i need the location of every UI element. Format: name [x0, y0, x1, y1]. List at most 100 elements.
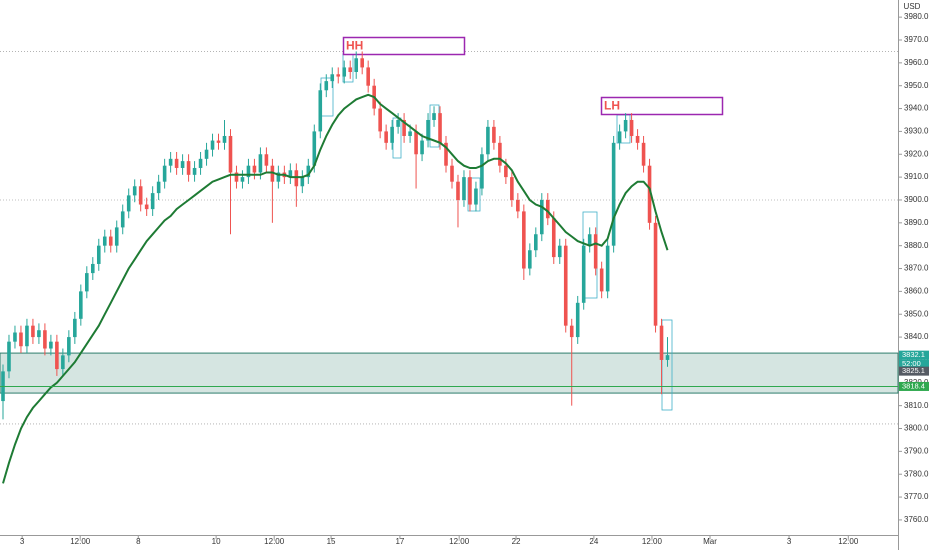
candle-body: [108, 236, 113, 246]
y-tick-label: 3810.0: [904, 401, 929, 410]
candle-body: [557, 245, 562, 258]
candle-body: [665, 355, 670, 360]
candle-body: [79, 291, 83, 319]
candle-body: [480, 154, 484, 189]
candle-body: [623, 119, 628, 132]
candle-body: [414, 131, 418, 155]
candle-body: [528, 250, 532, 269]
candle-body: [19, 332, 23, 347]
x-tick-label: 12:00: [70, 537, 91, 546]
price-label: 3825.1: [902, 366, 925, 375]
candle-body: [635, 135, 640, 143]
candle-body: [288, 170, 293, 178]
candle-body: [240, 177, 245, 182]
candle-body: [498, 142, 502, 166]
y-tick-label: 3950.0: [904, 81, 929, 90]
candle-body: [336, 74, 341, 77]
x-tick-label: 24: [589, 537, 598, 546]
annotation-box: [342, 36, 466, 56]
candle-body: [61, 355, 65, 370]
candle-body: [138, 186, 143, 205]
candle-body: [49, 341, 53, 349]
candle-body: [120, 211, 125, 228]
candle-body: [444, 142, 448, 166]
candle-body: [132, 186, 137, 196]
candle-body: [25, 325, 29, 347]
candle-body: [354, 58, 359, 72]
candle-body: [7, 341, 11, 372]
price-label-bg: [899, 350, 929, 360]
candle-body: [258, 154, 263, 173]
price-label: 3832.1: [902, 350, 925, 359]
y-tick-label: 3790.0: [904, 446, 929, 455]
candle-body: [599, 268, 604, 292]
y-tick-label: 3840.0: [904, 332, 929, 341]
candle-body: [180, 161, 185, 168]
candle-body: [264, 154, 269, 166]
candle-body: [510, 177, 514, 200]
candle-body: [647, 165, 652, 223]
candle-body: [534, 234, 538, 251]
candle-body: [85, 273, 89, 292]
candle-body: [270, 165, 275, 182]
candle-body: [593, 234, 598, 269]
candle-body: [569, 325, 574, 338]
y-tick-label: 3890.0: [904, 218, 929, 227]
y-tick-label: 3960.0: [904, 58, 929, 67]
candle-body: [300, 177, 305, 187]
candle-body: [114, 227, 119, 246]
x-tick-label: 22: [512, 537, 521, 546]
candle-body: [342, 67, 347, 77]
y-tick-label: 3930.0: [904, 127, 929, 136]
candle-body: [55, 341, 59, 370]
y-tick-label: 3870.0: [904, 264, 929, 273]
candle-body: [276, 172, 281, 182]
y-tick-label: 3920.0: [904, 149, 929, 158]
candle-body: [426, 119, 430, 141]
y-tick-label: 3800.0: [904, 424, 929, 433]
x-tick-label: 3: [20, 537, 25, 546]
candle-body: [156, 181, 161, 194]
x-tick-label: 12:00: [264, 537, 285, 546]
annotation: LH: [604, 99, 620, 113]
y-tick-label: 3770.0: [904, 492, 929, 501]
candle-body: [306, 165, 311, 178]
x-tick-label: 12:00: [449, 537, 470, 546]
candle-body: [420, 140, 424, 155]
candle-body: [318, 90, 323, 132]
candle-body: [378, 108, 382, 132]
candle-body: [581, 245, 586, 303]
candle-body: [312, 131, 317, 166]
candle-body: [474, 188, 478, 205]
candle-body: [162, 165, 167, 182]
candle-body: [545, 199, 550, 219]
y-tick-label: 3880.0: [904, 241, 929, 250]
candle-body: [90, 263, 95, 274]
candle-body: [462, 177, 466, 200]
candle-body: [294, 170, 299, 187]
candle-body: [144, 204, 149, 210]
candle-body: [67, 337, 71, 356]
candle-body: [73, 318, 77, 338]
price-label: 3818.4: [902, 381, 925, 390]
candle-body: [641, 142, 646, 166]
candle-body: [228, 135, 233, 173]
candle-body: [210, 140, 215, 150]
x-tick-label: 10: [212, 537, 221, 546]
candle-body: [539, 199, 544, 235]
candle-body: [216, 140, 221, 143]
candle-body: [450, 165, 454, 182]
candle-body: [168, 158, 173, 166]
candle-body: [587, 234, 592, 246]
candle-body: [102, 236, 107, 246]
candle-body: [31, 325, 35, 338]
candle-body: [653, 222, 658, 326]
candle-body: [37, 330, 41, 338]
candle-body: [468, 177, 472, 205]
candle-body: [96, 245, 101, 264]
candle-body: [366, 67, 370, 86]
candle-body: [402, 119, 406, 136]
candle-body: [605, 245, 610, 292]
